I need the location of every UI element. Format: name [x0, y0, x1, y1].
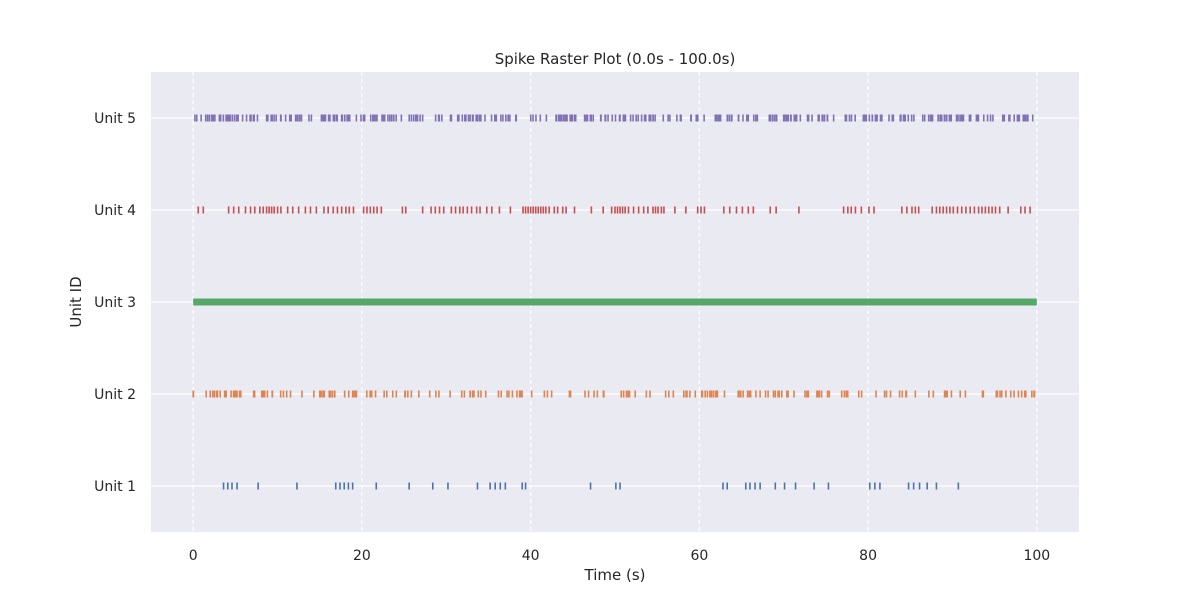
y-tick-label: Unit 4 [94, 203, 136, 219]
y-tick-label: Unit 3 [94, 295, 136, 311]
y-tick-label: Unit 2 [94, 387, 136, 403]
x-axis-label: Time (s) [584, 566, 646, 584]
spike-train-unit-3 [193, 298, 1037, 306]
spike-train-unit-1 [222, 482, 960, 490]
x-axis-ticks: 0 20 40 60 80 100 [189, 548, 1050, 564]
x-tick-label: 0 [189, 548, 198, 564]
y-axis-label: Unit ID [67, 276, 85, 327]
spike-train-unit-5 [194, 114, 1034, 122]
y-tick-label: Unit 1 [94, 479, 136, 495]
spike-train-unit-2 [192, 390, 1036, 398]
x-tick-label: 40 [522, 548, 540, 564]
x-tick-label: 100 [1023, 548, 1050, 564]
chart-title: Spike Raster Plot (0.0s - 100.0s) [495, 50, 736, 68]
spike-train-unit-4 [197, 206, 1031, 214]
y-tick-label: Unit 5 [94, 111, 136, 127]
spike-marks [192, 114, 1037, 490]
spike-band [193, 298, 1037, 306]
x-tick-label: 20 [353, 548, 371, 564]
y-axis-ticks: Unit 1 Unit 2 Unit 3 Unit 4 Unit 5 [94, 111, 136, 495]
x-tick-label: 80 [859, 548, 877, 564]
x-tick-label: 60 [690, 548, 708, 564]
